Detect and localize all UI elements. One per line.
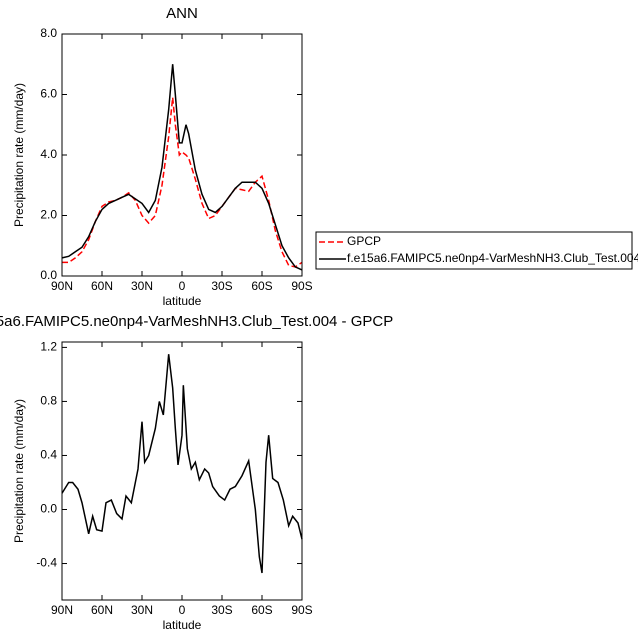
y-tick-label: 8.0 [40, 26, 57, 40]
x-tick-label: 30N [131, 603, 153, 617]
x-tick-label: 60N [91, 279, 113, 293]
legend-label: GPCP [347, 234, 381, 248]
plot-frame [61, 341, 303, 601]
chart-title: f.e15a6.FAMIPC5.ne0np4-VarMeshNH3.Club_T… [0, 313, 393, 330]
x-tick-label: 60N [91, 603, 113, 617]
y-tick-label: -0.4 [36, 556, 57, 570]
chart-title: ANN [166, 5, 198, 22]
x-tick-label: 90N [51, 603, 73, 617]
y-tick-label: 0.8 [40, 394, 57, 408]
y-tick-label: 0.0 [40, 502, 57, 516]
series-line [61, 354, 303, 574]
x-tick-label: 30N [131, 279, 153, 293]
legend-box [315, 231, 633, 270]
y-tick-label: 1.2 [40, 340, 57, 354]
x-tick-label: 90N [51, 279, 73, 293]
y-axis-label: Precipitation rate (mm/day) [12, 83, 26, 227]
x-tick-label: 0 [179, 603, 186, 617]
x-tick-label: 90S [291, 603, 312, 617]
y-tick-label: 4.0 [40, 147, 57, 161]
x-tick-label: 60S [251, 603, 272, 617]
plot-frame [61, 33, 303, 277]
x-tick-label: 90S [291, 279, 312, 293]
x-tick-label: 0 [179, 279, 186, 293]
series-line [61, 64, 303, 271]
y-axis-label: Precipitation rate (mm/day) [12, 399, 26, 543]
x-tick-label: 30S [211, 279, 232, 293]
y-tick-label: 0.0 [40, 268, 57, 282]
y-tick-label: 0.4 [40, 448, 57, 462]
x-axis-label: latitude [163, 618, 202, 632]
y-tick-label: 2.0 [40, 208, 57, 222]
x-tick-label: 30S [211, 603, 232, 617]
x-axis-label: latitude [163, 294, 202, 308]
legend-label: f.e15a6.FAMIPC5.ne0np4-VarMeshNH3.Club_T… [347, 251, 638, 265]
y-tick-label: 6.0 [40, 87, 57, 101]
x-tick-label: 60S [251, 279, 272, 293]
series-line [62, 97, 303, 268]
